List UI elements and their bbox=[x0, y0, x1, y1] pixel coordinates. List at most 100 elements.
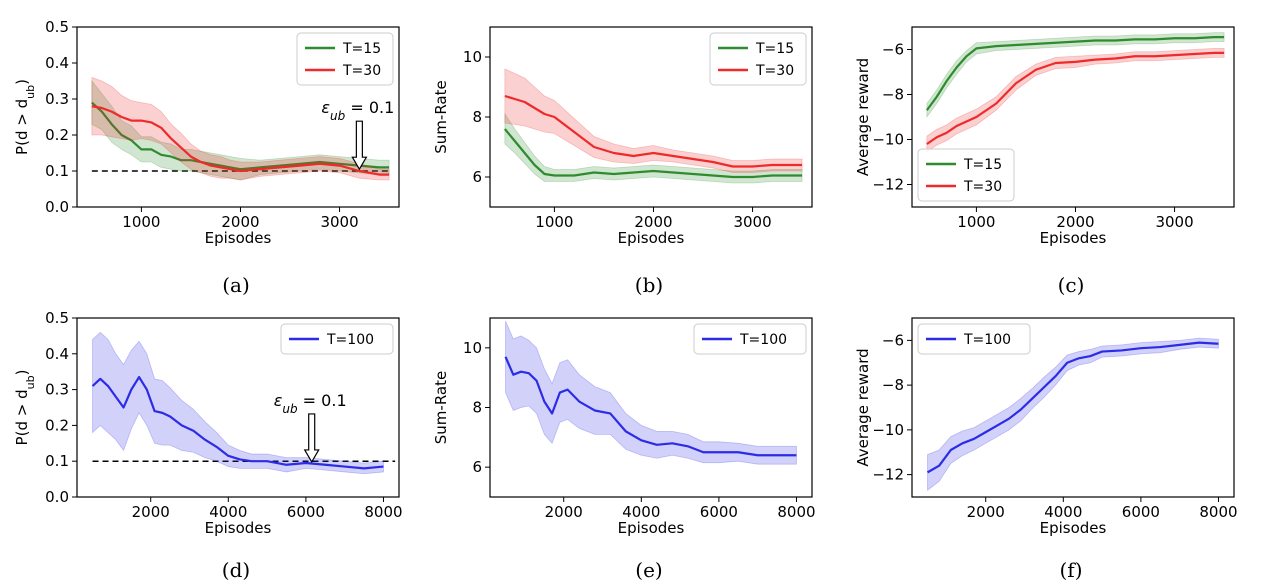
panel-label: (c) bbox=[1058, 273, 1085, 297]
series-line-T=15 bbox=[504, 128, 803, 179]
x-tick-label: 4000 bbox=[209, 503, 247, 521]
legend-box bbox=[917, 323, 1031, 355]
y-tick-label: 10 bbox=[463, 48, 482, 66]
chart-panel-f: 2000 4000 6000 8000 −12 −10 −8 −6 Episodes Averag… bbox=[854, 317, 1238, 582]
axes-frame bbox=[911, 317, 1235, 498]
x-tick-label: 6000 bbox=[700, 503, 738, 521]
x-tick-label: 2000 bbox=[221, 213, 259, 231]
axes-frame bbox=[76, 317, 400, 498]
y-tick-label: 0.0 bbox=[45, 198, 69, 216]
x-tick-label: 3000 bbox=[320, 213, 358, 231]
x-tick-label: 2000 bbox=[634, 213, 672, 231]
y-tick-label: −10 bbox=[872, 131, 904, 149]
y-tick-label: 0.0 bbox=[45, 488, 69, 506]
plot-area bbox=[926, 337, 1219, 492]
series-band-T=15 bbox=[926, 32, 1225, 119]
x-axis-label: Episodes bbox=[618, 519, 685, 537]
chart-panel-a: εub = 0.1 1000 2000 3000 0.0 0.1 0.2 0.3 0.4 0.5 E… bbox=[13, 18, 400, 297]
y-axis-label: Sum-Rate bbox=[432, 371, 450, 444]
series-band-T=30 bbox=[504, 68, 803, 173]
panel-label: (b) bbox=[635, 273, 663, 297]
x-axis-label: Episodes bbox=[618, 229, 685, 247]
plot-area bbox=[504, 68, 803, 184]
legend-box bbox=[917, 148, 1015, 202]
y-tick-label: 8 bbox=[472, 108, 482, 126]
y-axis-label: P(d > dub) bbox=[13, 370, 37, 446]
y-tick-label: −6 bbox=[882, 41, 904, 59]
y-tick-label: 0.2 bbox=[45, 416, 69, 434]
x-axis-label: Episodes bbox=[1040, 519, 1107, 537]
panel-label: (d) bbox=[222, 558, 250, 582]
x-tick-label: 3000 bbox=[1155, 213, 1193, 231]
x-axis-label: Episodes bbox=[1040, 229, 1107, 247]
series-line-T=30 bbox=[91, 105, 390, 176]
legend-label: T=15 bbox=[963, 157, 1002, 173]
series-line-T=15 bbox=[925, 36, 1225, 111]
x-tick-label: 6000 bbox=[1122, 503, 1160, 521]
y-tick-label: −6 bbox=[882, 331, 904, 349]
plot-area bbox=[91, 331, 396, 475]
panel-label: (a) bbox=[222, 273, 250, 297]
legend: T=15 T=30 bbox=[296, 32, 394, 86]
y-axis-label: P(d > dub) bbox=[13, 79, 37, 155]
y-tick-label: −12 bbox=[872, 176, 904, 194]
x-tick-label: 3000 bbox=[733, 213, 771, 231]
series-band-T=100 bbox=[927, 337, 1219, 492]
series-line-T=100 bbox=[91, 375, 384, 470]
y-tick-label: 0.2 bbox=[45, 126, 69, 144]
legend: T=100 bbox=[917, 323, 1031, 355]
series-line-T=100 bbox=[504, 356, 797, 457]
y-tick-label: 0.3 bbox=[45, 381, 69, 399]
legend-label: T=15 bbox=[342, 41, 381, 57]
series-line-T=30 bbox=[926, 51, 1225, 145]
x-tick-label: 2000 bbox=[967, 503, 1005, 521]
legend-label: T=30 bbox=[342, 63, 381, 79]
x-tick-label: 8000 bbox=[777, 503, 815, 521]
panel-label: (f) bbox=[1059, 558, 1082, 582]
y-tick-label: −10 bbox=[872, 421, 904, 439]
legend-box bbox=[693, 323, 807, 355]
plot-area bbox=[925, 32, 1225, 153]
legend-box bbox=[280, 323, 394, 355]
legend-label: T=30 bbox=[963, 179, 1002, 195]
legend-label: T=30 bbox=[755, 63, 794, 79]
series-band-T=100 bbox=[505, 320, 797, 465]
y-tick-label: 8 bbox=[472, 399, 482, 417]
y-axis-label: Average reward bbox=[854, 58, 872, 176]
legend: T=15 T=30 bbox=[709, 32, 807, 86]
annotation-arrow bbox=[303, 413, 320, 464]
y-tick-label: 0.5 bbox=[45, 18, 69, 36]
series-band-T=100 bbox=[92, 331, 384, 475]
y-axis-label: Average reward bbox=[854, 348, 872, 466]
series-line-T=30 bbox=[504, 94, 803, 168]
x-tick-label: 2000 bbox=[1056, 213, 1094, 231]
chart-panel-d: εub = 0.1 2000 4000 6000 8000 0.0 0.1 0.2 0.3 0.4… bbox=[13, 309, 403, 582]
legend-box bbox=[296, 32, 394, 86]
y-axis-label: Sum-Rate bbox=[432, 80, 450, 153]
y-tick-label: 0.1 bbox=[45, 162, 69, 180]
legend-box bbox=[709, 32, 807, 86]
y-tick-label: 0.5 bbox=[45, 309, 69, 327]
panel-label: (e) bbox=[635, 558, 662, 582]
x-tick-label: 4000 bbox=[622, 503, 660, 521]
y-tick-label: 0.4 bbox=[45, 345, 69, 363]
y-tick-label: 6 bbox=[472, 168, 482, 186]
plot-area bbox=[504, 320, 797, 465]
series-band-T=30 bbox=[91, 76, 390, 181]
x-tick-label: 1000 bbox=[957, 213, 995, 231]
axes-frame bbox=[911, 26, 1235, 208]
chart-panel-e: 2000 4000 6000 8000 6 8 10 Episodes Sum-Rate T=10… bbox=[432, 317, 816, 582]
x-tick-label: 8000 bbox=[1199, 503, 1237, 521]
x-axis-label: Episodes bbox=[205, 229, 272, 247]
x-tick-label: 1000 bbox=[122, 213, 160, 231]
x-tick-label: 2000 bbox=[545, 503, 583, 521]
annotation-text: εub = 0.1 bbox=[274, 391, 347, 416]
annotation-text: εub = 0.1 bbox=[321, 98, 394, 123]
legend-label: T=100 bbox=[326, 332, 374, 348]
x-tick-label: 8000 bbox=[364, 503, 402, 521]
y-tick-label: 0.1 bbox=[45, 452, 69, 470]
annotation-arrow bbox=[351, 120, 368, 171]
x-tick-label: 6000 bbox=[287, 503, 325, 521]
y-tick-label: −8 bbox=[882, 86, 904, 104]
